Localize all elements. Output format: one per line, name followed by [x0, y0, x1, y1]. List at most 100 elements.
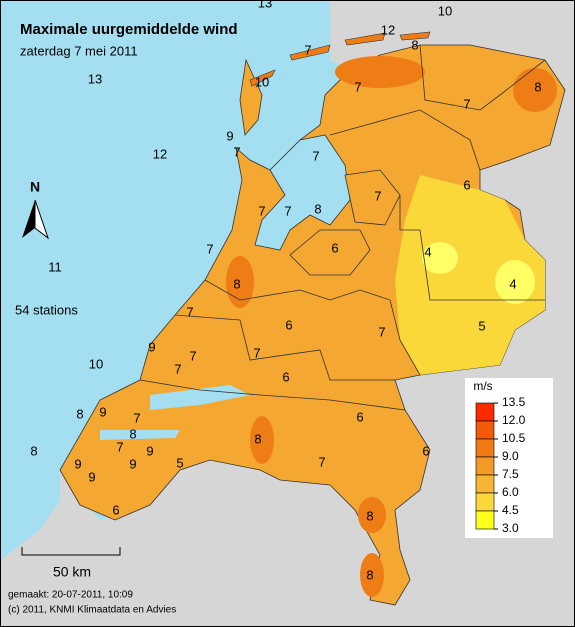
- station-value: 9: [129, 456, 136, 471]
- scale-bar-line: [21, 547, 121, 556]
- station-value: 11: [48, 259, 62, 274]
- station-value: 8: [411, 37, 418, 52]
- legend-tick-label: 7.5: [502, 467, 519, 481]
- station-value: 8: [534, 79, 541, 94]
- scale-bar: 50 km: [21, 547, 121, 580]
- high-wind-area: [513, 68, 557, 112]
- station-value: 7: [133, 410, 140, 425]
- station-value: 9: [148, 339, 155, 354]
- subtitle: zaterdag 7 mei 2011: [20, 43, 138, 58]
- station-value: 7: [312, 148, 319, 163]
- station-value: 13: [88, 71, 102, 86]
- station-value: 7: [304, 42, 311, 57]
- legend-swatch: [475, 438, 495, 458]
- province-borders: [139, 44, 546, 411]
- station-value: 7: [284, 203, 291, 218]
- legend-unit: m/s: [473, 379, 492, 393]
- north-arrow: N: [22, 179, 50, 240]
- footer-line: (c) 2011, KNMI Klimaatdata en Advies: [8, 605, 176, 616]
- station-value: 7: [233, 144, 240, 159]
- lowest-wind-area: [422, 242, 458, 274]
- station-value: 8: [76, 406, 83, 421]
- legend-swatch: [475, 510, 495, 530]
- station-value: 4: [424, 244, 431, 259]
- station-value: 6: [285, 317, 292, 332]
- scale-bar-label: 50 km: [53, 564, 91, 580]
- station-value: 12: [153, 146, 167, 161]
- station-value: 9: [74, 456, 81, 471]
- legend-tick-label: 10.5: [502, 431, 526, 445]
- station-value: 10: [89, 356, 103, 371]
- station-value: 7: [354, 79, 361, 94]
- flevoland-north: [344, 169, 401, 226]
- high-wind-area: [335, 56, 425, 88]
- station-value: 8: [233, 276, 240, 291]
- station-value: 9: [99, 404, 106, 419]
- station-value: 8: [254, 431, 261, 446]
- station-value: 9: [146, 443, 153, 458]
- legend-tick-label: 13.5: [502, 395, 526, 409]
- legend-swatch: [475, 402, 495, 422]
- legend-swatch: [475, 474, 495, 494]
- station-value: 5: [478, 318, 485, 333]
- title: Maximale uurgemiddelde wind: [20, 21, 238, 38]
- station-value: 7: [186, 304, 193, 319]
- north-label: N: [30, 179, 40, 195]
- station-value: 10: [438, 3, 452, 18]
- high-wind-area: [360, 553, 384, 597]
- high-wind-area: [250, 416, 274, 464]
- ijsselmeer: [254, 134, 351, 251]
- station-value: 7: [258, 203, 265, 218]
- station-value: 8: [314, 201, 321, 216]
- legend-tick-label: 9.0: [502, 449, 519, 463]
- station-value: 7: [378, 324, 385, 339]
- high-wind-area: [358, 497, 386, 533]
- legend-tick-label: 12.0: [502, 413, 526, 427]
- legend-swatch: [475, 492, 495, 512]
- stations-note: 54 stations: [15, 302, 78, 317]
- station-value: 9: [88, 469, 95, 484]
- station-value: 6: [356, 409, 363, 424]
- low-wind-area: [395, 175, 545, 375]
- station-value: 4: [509, 276, 516, 291]
- texel: [239, 58, 263, 136]
- station-value: 7: [318, 454, 325, 469]
- station-value: 12: [381, 22, 395, 37]
- station-value: 8: [30, 443, 37, 458]
- station-value: 8: [366, 508, 373, 523]
- station-value: 8: [129, 426, 136, 441]
- station-value: 6: [282, 369, 289, 384]
- station-value: 6: [112, 502, 119, 517]
- legend-tick-label: 3.0: [502, 521, 519, 535]
- legend-tick-label: 6.0: [502, 485, 519, 499]
- north-arrow-half: [22, 200, 35, 238]
- station-value: 6: [331, 240, 338, 255]
- footer-line: gemaakt: 20-07-2011, 10:09: [8, 590, 133, 601]
- station-value: 6: [463, 177, 470, 192]
- station-value: 7: [374, 188, 381, 203]
- legend-swatch: [475, 456, 495, 476]
- station-value: 7: [116, 439, 123, 454]
- station-value: 5: [176, 455, 183, 470]
- station-value: 6: [422, 443, 429, 458]
- station-value: 7: [463, 96, 470, 111]
- station-value: 9: [226, 128, 233, 143]
- station-value: 10: [255, 74, 269, 89]
- station-value: 13: [258, 0, 272, 10]
- station-value: 8: [366, 567, 373, 582]
- high-wind-area: [226, 256, 254, 308]
- flevoland-south: [289, 229, 371, 276]
- station-value: 7: [174, 361, 181, 376]
- wadden-islands: [249, 31, 431, 87]
- north-arrow-half: [34, 199, 50, 240]
- legend-swatch: [475, 420, 495, 440]
- station-value: 7: [189, 348, 196, 363]
- legend: m/s 13.5 12.0 10.5 9.0 7.5 6.0 4.5 3.0: [465, 378, 553, 538]
- estuary: [100, 385, 250, 440]
- station-value: 7: [253, 345, 260, 360]
- station-value: 7: [206, 241, 213, 256]
- lowest-wind-area: [495, 260, 535, 304]
